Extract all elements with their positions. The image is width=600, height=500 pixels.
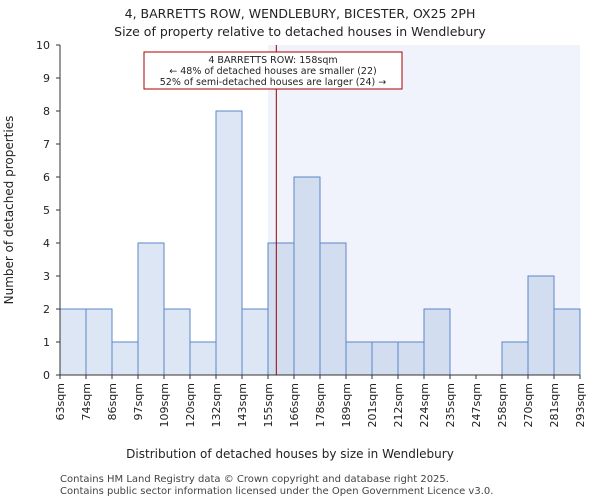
bar-109sqm [163,308,191,376]
x-tick-label: 235sqm [444,383,457,427]
bar-143sqm [241,308,269,376]
y-tick-label: 4 [43,237,50,250]
bars-group [59,110,581,376]
x-tick-label: 224sqm [418,383,431,427]
y-axis-label: Number of detached properties [2,116,16,305]
x-tick-label: 189sqm [340,383,353,427]
y-tick-label: 5 [43,204,50,217]
x-tick-label: 247sqm [470,383,483,427]
y-tick-label: 7 [43,138,50,151]
x-tick-label: 212sqm [392,383,405,427]
bar-212sqm [397,341,425,376]
chart-subtitle: Size of property relative to detached ho… [114,24,486,39]
annotation-line-2: ← 48% of detached houses are smaller (22… [169,66,376,77]
x-tick-label: 201sqm [366,383,379,427]
x-axis: 63sqm 74sqm 86sqm 97sqm 109sqm 120sqm 132sqm 14… [54,374,587,427]
footer-line-1: Contains HM Land Registry data © Crown c… [60,474,449,485]
x-tick-label: 258sqm [496,383,509,427]
y-tick-label: 6 [43,171,50,184]
bar-132sqm [215,110,243,376]
x-tick-label: 155sqm [262,383,275,427]
x-tick-label: 281sqm [548,383,561,427]
bar-155sqm [267,242,295,376]
y-axis: 0 1 2 3 4 5 6 7 8 9 10 [36,39,61,382]
chart-title: 4, BARRETTS ROW, WENDLEBURY, BICESTER, O… [125,6,476,21]
x-tick-label: 143sqm [236,383,249,427]
bar-63sqm [59,308,87,376]
footer-line-2: Contains public sector information licen… [60,486,493,497]
bar-166sqm [293,176,321,376]
annotation-border [143,51,403,90]
bar-120sqm [189,341,217,376]
annotation-box: 4 BARRETTS ROW: 158sqm ← 48% of detached… [143,51,403,90]
x-tick-label: 178sqm [314,383,327,427]
bar-201sqm [371,341,399,376]
x-tick-label: 74sqm [80,383,93,420]
bar-281sqm [553,308,581,376]
bar-74sqm [85,308,113,376]
x-tick-label: 86sqm [106,383,119,420]
bar-270sqm [527,275,555,376]
y-tick-label: 2 [43,303,50,316]
bar-189sqm [345,341,373,376]
y-tick-label: 8 [43,105,50,118]
y-tick-label: 10 [36,39,50,52]
bar-97sqm [137,242,165,376]
bar-224sqm [423,308,451,376]
bar-178sqm [319,242,347,376]
x-tick-label: 293sqm [574,383,587,427]
x-tick-label: 63sqm [54,383,67,420]
y-tick-label: 1 [43,336,50,349]
x-tick-label: 97sqm [132,383,145,420]
annotation-line-3: 52% of semi-detached houses are larger (… [160,77,387,88]
y-tick-label: 3 [43,270,50,283]
x-tick-label: 270sqm [522,383,535,427]
y-tick-label: 0 [43,369,50,382]
y-tick-label: 9 [43,72,50,85]
x-tick-label: 166sqm [288,383,301,427]
x-tick-label: 109sqm [158,383,171,427]
x-axis-label: Distribution of detached houses by size … [126,447,454,461]
annotation-line-1: 4 BARRETTS ROW: 158sqm [208,55,337,66]
x-tick-label: 132sqm [210,383,223,427]
x-tick-label: 120sqm [184,383,197,427]
bar-258sqm [501,341,529,376]
bar-86sqm [111,341,139,376]
